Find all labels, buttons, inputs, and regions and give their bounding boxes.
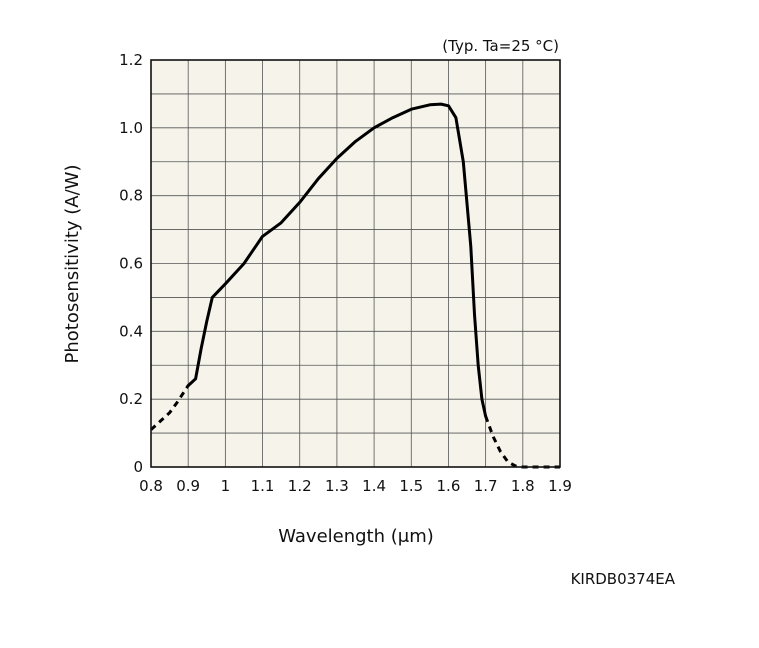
x-axis-title: Wavelength (μm) [278,526,434,547]
x-tick-label: 0.8 [139,477,163,495]
y-axis-title: Photosensitivity (A/W) [62,165,83,364]
x-tick-label: 1 [221,477,231,495]
x-tick-label: 1.2 [288,477,312,495]
y-tick-label: 1.0 [119,119,143,137]
plot-frame [150,59,561,468]
x-tick-labels: 0.8 0.9 1 1.1 1.2 1.3 1.4 1.5 1.6 1.7 1.8 1.9 [139,477,572,495]
x-tick-label: 1.7 [474,477,498,495]
condition-annotation: (Typ. Ta=25 °C) [442,37,559,55]
x-tick-label: 1.6 [437,477,461,495]
y-tick-label: 0.4 [119,322,143,340]
y-tick-label: 0.2 [119,390,143,408]
figure-code: KIRDB0374EA [571,570,676,588]
y-tick-label: 0.8 [119,187,143,205]
y-tick-label: 0 [133,458,143,476]
x-tick-label: 1.1 [251,477,275,495]
y-tick-label: 0.6 [119,255,143,273]
x-tick-label: 1.8 [511,477,535,495]
x-tick-label: 1.9 [548,477,572,495]
y-tick-label: 1.2 [119,51,143,69]
series-line-dashed [149,384,190,431]
x-tick-label: 1.5 [399,477,423,495]
y-tick-labels: 0 0.2 0.4 0.6 0.8 1.0 1.2 [119,51,143,476]
series-line-solid [186,102,488,418]
x-tick-label: 1.3 [325,477,349,495]
x-tick-label: 0.9 [176,477,200,495]
grid [151,60,560,467]
x-tick-label: 1.4 [362,477,386,495]
